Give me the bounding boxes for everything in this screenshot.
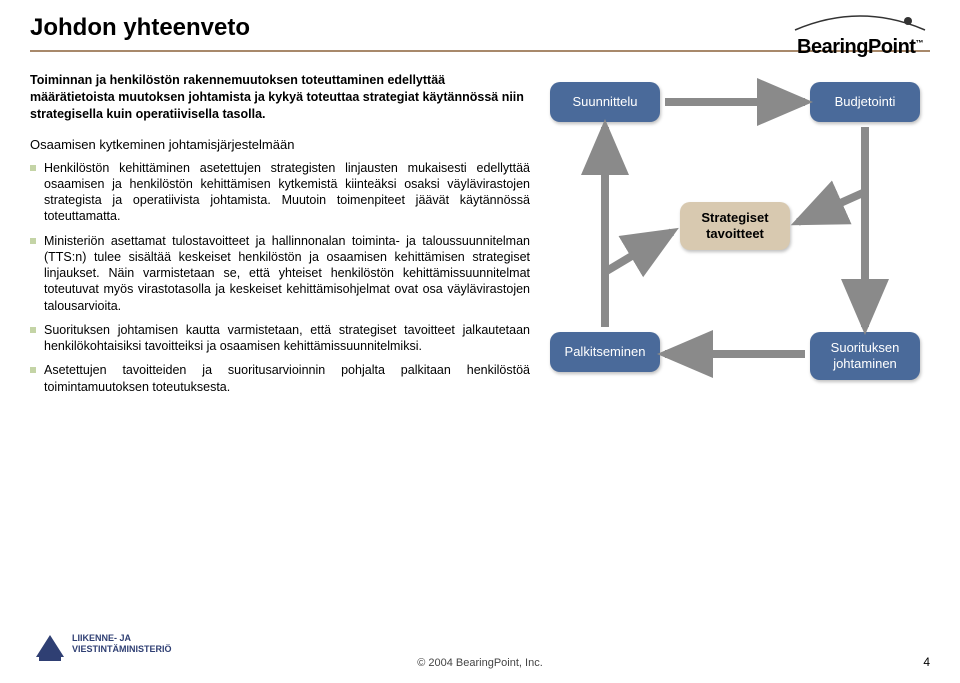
left-column: Toiminnan ja henkilöstön rakennemuutokse… <box>30 72 530 432</box>
subheading: Osaamisen kytkeminen johtamisjärjestelmä… <box>30 137 530 152</box>
logo-text: BearingPoint™ <box>790 36 930 59</box>
diagram-arrows <box>550 72 930 402</box>
page-number: 4 <box>923 655 930 669</box>
logo-arc-icon <box>790 10 930 36</box>
ministry-line1: LIIKENNE- JA <box>72 633 172 644</box>
bullet-list: Henkilöstön kehittäminen asetettujen str… <box>30 160 530 395</box>
list-item: Asetettujen tavoitteiden ja suoritusarvi… <box>30 362 530 395</box>
bearingpoint-logo: BearingPoint™ <box>790 10 930 59</box>
ministry-text: LIIKENNE- JA VIESTINTÄMINISTERIÖ <box>72 633 172 655</box>
diagram: Suunnittelu Budjetointi Strategiset tavo… <box>550 72 930 432</box>
list-item: Ministeriön asettamat tulostavoitteet ja… <box>30 233 530 314</box>
footer-copyright: © 2004 BearingPoint, Inc. <box>0 657 960 669</box>
logo-name: BearingPoint <box>797 36 915 58</box>
ministry-line2: VIESTINTÄMINISTERIÖ <box>72 644 172 655</box>
list-item: Henkilöstön kehittäminen asetettujen str… <box>30 160 530 225</box>
header: Johdon yhteenveto BearingPoint™ <box>0 0 960 52</box>
tm-icon: ™ <box>915 38 923 47</box>
list-item: Suorituksen johtamisen kautta varmisteta… <box>30 322 530 355</box>
lead-paragraph: Toiminnan ja henkilöstön rakennemuutokse… <box>30 72 530 123</box>
content: Toiminnan ja henkilöstön rakennemuutokse… <box>0 52 960 432</box>
